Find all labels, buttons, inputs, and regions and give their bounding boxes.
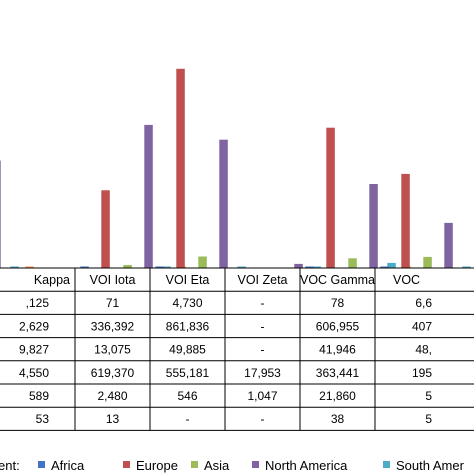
table-cell: 41,946 <box>319 343 356 357</box>
table-cell: 2,480 <box>97 389 127 403</box>
table-cell: 861,836 <box>166 319 210 333</box>
bar <box>380 266 389 268</box>
table-cell: 606,955 <box>316 319 360 333</box>
table-cell: 13,075 <box>94 343 131 357</box>
bar <box>237 266 246 268</box>
legend: ent: Africa Europe Asia North America South A… <box>0 458 465 473</box>
bar <box>423 256 432 268</box>
bar <box>25 266 34 268</box>
bar <box>198 256 207 268</box>
bar <box>155 266 164 268</box>
bar <box>444 222 453 268</box>
table-cell: 589 <box>29 389 49 403</box>
table-cell: 195 <box>412 366 432 380</box>
table-cell: 13 <box>106 412 120 426</box>
table-header: VOI Iota <box>90 273 136 287</box>
table-cell: 4,730 <box>172 296 202 310</box>
table-cell: 4,550 <box>19 366 49 380</box>
bar <box>219 139 228 268</box>
legend-entry: Europe <box>136 458 178 473</box>
table-header: VOI Eta <box>166 273 210 287</box>
legend-title: ent: <box>0 458 20 473</box>
table-cell: 363,441 <box>316 366 360 380</box>
table-cell: 71 <box>106 296 120 310</box>
bar <box>123 265 132 268</box>
legend-entry: Asia <box>204 458 230 473</box>
bar <box>176 68 185 268</box>
table-cell: 407 <box>412 319 432 333</box>
bar <box>0 160 1 268</box>
bar <box>294 263 303 268</box>
table-header: VOC Gamma <box>300 273 375 287</box>
table-cell: 1,047 <box>247 389 277 403</box>
table-header: VOI Zeta <box>237 273 287 287</box>
bar <box>162 266 171 268</box>
table-cell: 9,827 <box>19 343 49 357</box>
table-cell: 78 <box>331 296 345 310</box>
table-cell: - <box>261 319 265 333</box>
bar <box>348 258 357 268</box>
table-cell: 53 <box>36 412 50 426</box>
table-cell: 49,885 <box>169 343 206 357</box>
legend-entry: South Amer <box>396 458 465 473</box>
bar <box>101 190 110 268</box>
bar <box>80 266 89 268</box>
legend-entry: North America <box>265 458 348 473</box>
table-cell: - <box>186 412 190 426</box>
bar <box>462 266 471 268</box>
table-cell: 546 <box>177 389 197 403</box>
bar <box>10 266 19 268</box>
legend-swatch <box>191 461 198 468</box>
legend-entry: Africa <box>51 458 85 473</box>
bar <box>305 266 314 268</box>
table-cell: - <box>261 343 265 357</box>
legend-swatch <box>38 461 45 468</box>
table-cell: - <box>261 412 265 426</box>
table-cell: 336,392 <box>91 319 135 333</box>
table-header: Kappa <box>34 273 70 287</box>
table-cell: - <box>261 296 265 310</box>
table-cell: 555,181 <box>166 366 210 380</box>
bar <box>144 124 153 269</box>
legend-swatch <box>123 461 130 468</box>
table-cell: 5 <box>425 412 432 426</box>
table-cell: 2,629 <box>19 319 49 333</box>
table-cell: 38 <box>331 412 345 426</box>
bar <box>369 184 378 268</box>
table-header: VOC <box>393 273 420 287</box>
table-cell: 5 <box>425 389 432 403</box>
table-cell: 6,6 <box>415 296 432 310</box>
bar-group <box>0 68 474 269</box>
bar <box>326 127 335 268</box>
table-cell: 619,370 <box>91 366 135 380</box>
bar <box>312 266 321 268</box>
legend-swatch <box>383 461 390 468</box>
data-table: Kappa VOI Iota VOI Eta VOI Zeta VOC Gamma VOC… <box>0 268 474 431</box>
table-cell: 21,860 <box>319 389 356 403</box>
table-cell: ,125 <box>26 296 50 310</box>
legend-swatch <box>252 461 259 468</box>
table-cell: 17,953 <box>244 366 281 380</box>
bar <box>387 262 396 268</box>
bar <box>401 173 410 268</box>
table-cell: 48, <box>415 343 432 357</box>
